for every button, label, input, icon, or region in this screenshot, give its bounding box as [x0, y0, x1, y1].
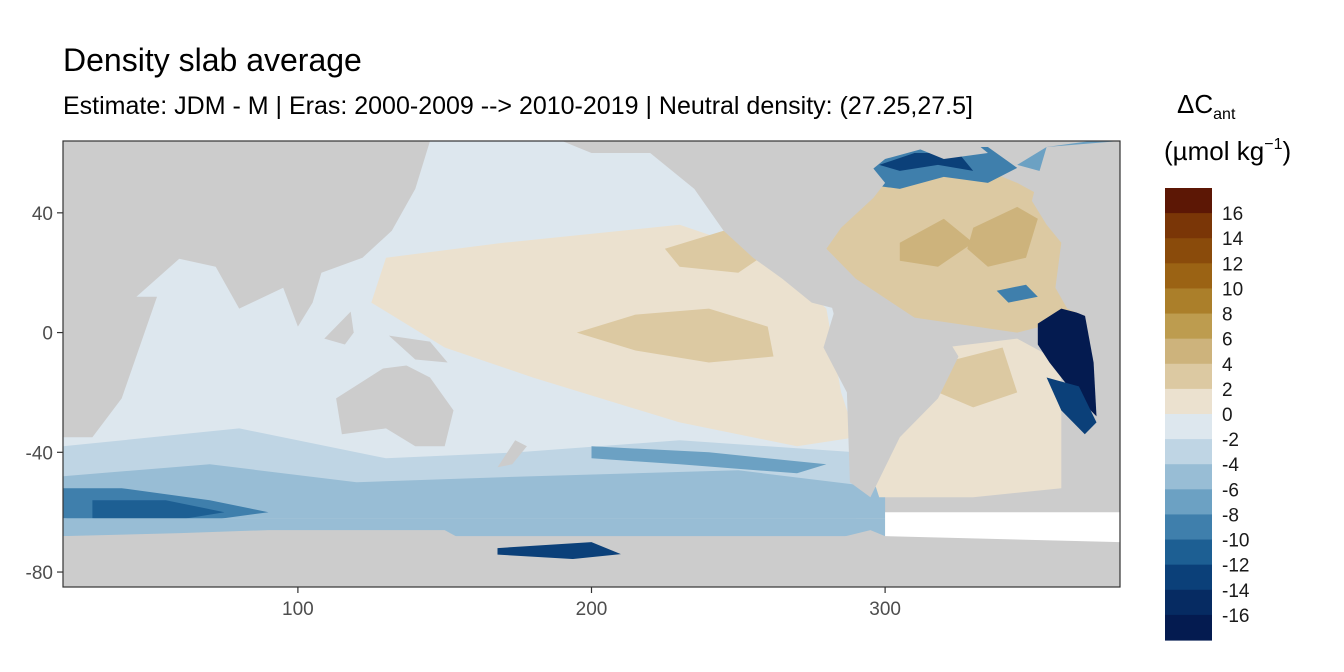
legend-label: 12: [1222, 254, 1243, 275]
legend-color-step: [1165, 589, 1212, 616]
legend-color-step: [1165, 238, 1212, 264]
legend-color-step: [1165, 414, 1212, 440]
legend-color-step: [1165, 439, 1212, 465]
land-new-zealand: [497, 440, 527, 468]
legend-label: -8: [1222, 505, 1239, 526]
chart-subtitle: Estimate: JDM - M | Eras: 2000-2009 --> …: [63, 92, 973, 120]
y-tick-label: 40: [32, 204, 53, 225]
legend-label: -6: [1222, 480, 1239, 501]
legend-label: 6: [1222, 330, 1233, 351]
legend-label: 14: [1222, 229, 1244, 250]
legend-color-step: [1165, 363, 1212, 390]
legend-label: -4: [1222, 455, 1239, 476]
ocean-region-indian-north: [92, 257, 342, 408]
legend-colorbar: [1165, 188, 1212, 641]
x-tick-label: 100: [282, 599, 314, 620]
land-south-america: [823, 302, 959, 498]
land-europe-africa-east: [1031, 141, 1120, 453]
legend-color-step: [1165, 489, 1212, 516]
legend-color-step: [1165, 338, 1212, 365]
y-tick-label: -80: [26, 563, 53, 584]
legend-title: ΔCant: [1177, 89, 1236, 123]
legend-color-step: [1165, 388, 1212, 415]
ocean-region-atlantic-patch-2: [899, 218, 974, 267]
legend-label: -2: [1222, 430, 1239, 451]
legend-color-step: [1165, 263, 1212, 290]
ocean-region-pacific-patch-a: [576, 308, 774, 363]
y-axis: 40 0 -40 -80: [26, 204, 63, 584]
legend-label: -10: [1222, 531, 1249, 552]
land-asia: [63, 141, 430, 327]
y-tick-label: -40: [26, 443, 53, 464]
ocean-region-south-pacific-streak: [591, 446, 827, 474]
legend-color-step: [1165, 288, 1212, 315]
ocean-region-labrador-sea: [855, 147, 1018, 189]
colorbar-legend: ΔCant (µmol kg−1) 16 14 12 10 8 6 4 2 0 -2 -4 -6 -8 -…: [1164, 89, 1291, 641]
legend-units: (µmol kg−1): [1164, 136, 1291, 166]
legend-label: 16: [1222, 204, 1243, 225]
ocean-region-atlantic-core: [967, 206, 1038, 267]
land-new-guinea: [388, 335, 448, 363]
land-greenland: [899, 141, 988, 159]
legend-label: -12: [1222, 556, 1249, 577]
legend-label: 4: [1222, 355, 1233, 376]
legend-color-step: [1165, 514, 1212, 541]
land-north-america: [562, 141, 886, 309]
legend-label: -14: [1222, 581, 1250, 602]
ocean-region-med-outflow-edge: [1046, 377, 1097, 435]
legend-color-step: [1165, 213, 1212, 239]
legend-label: 0: [1222, 405, 1233, 426]
y-tick-label: 0: [42, 324, 53, 345]
legend-color-step: [1165, 564, 1212, 591]
ocean-region-south-indian-core: [92, 500, 225, 525]
ocean-region-south-band-2: [63, 464, 886, 519]
legend-label: 10: [1222, 279, 1243, 300]
land-borneo: [324, 311, 354, 345]
ocean-region-mediterranean-outflow: [1037, 308, 1097, 417]
legend-labels: 16 14 12 10 8 6 4 2 0 -2 -4 -6 -8 -10 -12 -14 -16: [1222, 204, 1250, 627]
legend-color-step: [1165, 188, 1212, 214]
legend-label: 8: [1222, 305, 1233, 326]
x-axis: 100 200 300: [282, 587, 901, 620]
x-tick-label: 300: [869, 599, 901, 620]
ocean-region-ross-sea: [497, 542, 621, 561]
ocean-region-sargasso-cool: [996, 284, 1038, 303]
legend-color-step: [1165, 614, 1212, 641]
land-layer: [63, 141, 1120, 587]
ocean-layer: [63, 141, 1120, 587]
legend-color-step: [1165, 313, 1212, 340]
chart-title: Density slab average: [63, 42, 362, 78]
map-panel: [63, 141, 1120, 587]
land-antarctica: [63, 530, 1120, 587]
x-tick-label: 200: [576, 599, 608, 620]
legend-color-step: [1165, 539, 1212, 566]
land-australia: [336, 365, 454, 447]
ocean-region-atlantic-patch: [938, 347, 1018, 408]
legend-label: 2: [1222, 380, 1233, 401]
legend-color-step: [1165, 464, 1212, 490]
legend-label: -16: [1222, 606, 1249, 627]
